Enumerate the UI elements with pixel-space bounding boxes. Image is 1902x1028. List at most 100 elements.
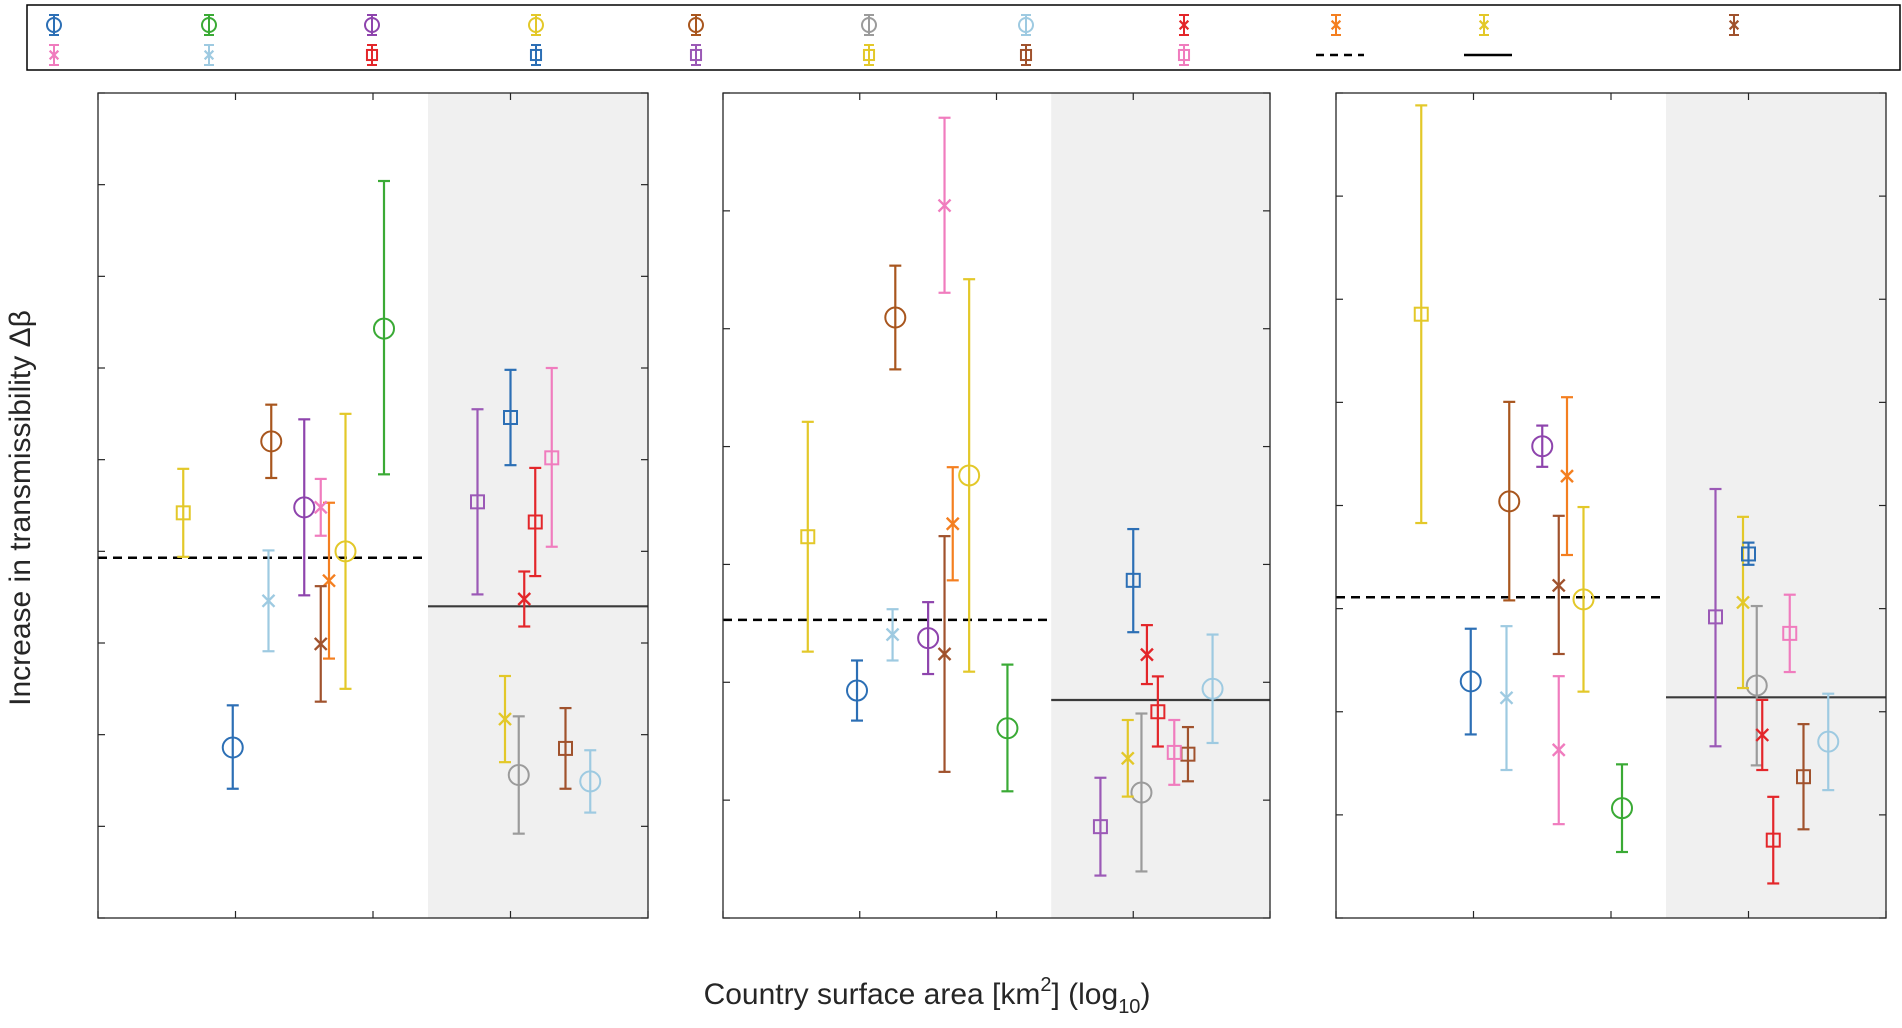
- panel-2-point-germany: [1140, 624, 1154, 686]
- panel-2-point-romania: [1092, 776, 1108, 877]
- panel-3: [1335, 92, 1887, 919]
- axis-labels: Increase in transmissibility Δβ Country …: [4, 310, 1150, 1018]
- panel-2-point-ireland-x-marker-b: [945, 516, 960, 531]
- panel-3-point-finland-circle-marker: [1745, 674, 1768, 697]
- panel-1-point-sweden: [544, 366, 560, 548]
- legend-item-denmark: [688, 14, 704, 36]
- panel-1-point-czechia-circle-marker: [334, 540, 357, 563]
- legend-item-poland-square: [529, 48, 543, 62]
- legend-item-italy: [1478, 14, 1490, 36]
- legend-item-denmark-circle: [688, 17, 704, 33]
- x-axis-label-mid: ] (log: [1051, 978, 1118, 1011]
- panel-1-point-belgium-circle-marker: [221, 736, 244, 759]
- y-axis-label: Increase in transmissibility Δβ: [4, 310, 37, 706]
- legend-item-sweden-square: [1177, 48, 1191, 62]
- panel-2-point-belgium-circle-marker: [846, 679, 869, 702]
- panel-3-point-croatia-circle-marker: [1531, 435, 1554, 458]
- legend-item-croatia-marker: [364, 17, 380, 33]
- panel-3-point-france: [1817, 692, 1840, 792]
- legend-item-belgium-circle: [46, 17, 62, 33]
- x-axis-label-end: ): [1140, 978, 1150, 1011]
- panel-3-point-spain-square-marker: [1796, 769, 1811, 785]
- panel-3-point-sweden-square-marker: [1782, 625, 1798, 641]
- panel-3-point-sweden: [1782, 593, 1798, 674]
- panel-1-point-norway: [527, 466, 543, 578]
- panel-3-point-romania-square-marker: [1708, 609, 1723, 625]
- legend-item-ireland: [1330, 14, 1342, 36]
- legend-item-france: [1018, 14, 1034, 36]
- panel-3-point-poland-square-marker: [1741, 546, 1756, 562]
- legend-item-finland-circle: [861, 17, 877, 33]
- panel-3-point-spain: [1796, 723, 1811, 831]
- legend-item-belgium-marker: [46, 17, 62, 33]
- panel-3-point-italy-x-marker-b: [1736, 595, 1750, 610]
- legend-item-czechia: [528, 14, 544, 36]
- panel-3-point-belgium: [1459, 627, 1482, 736]
- panel-1-point-denmark: [260, 403, 283, 480]
- panel-1-point-germany: [517, 570, 532, 628]
- panel-3-point-latvia-x-marker-b: [1551, 578, 1566, 593]
- panel-3-data-points: [1413, 104, 1840, 885]
- panel-1-point-denmark-circle-marker: [260, 430, 283, 453]
- panel-2-point-germany-x-marker-b: [1140, 647, 1154, 662]
- panel-1-point-romania: [470, 408, 485, 596]
- panel-2-point-croatia: [917, 601, 940, 676]
- panel-2-point-sweden-square-marker: [1166, 744, 1182, 760]
- panel-1-point-ireland-x-marker-b: [322, 573, 336, 588]
- panel-1-point-poland-square-marker: [503, 410, 518, 425]
- panel-1-point-italy-x-marker-b: [498, 712, 512, 726]
- legend-item-finland-marker: [861, 17, 877, 33]
- panel-2-point-czechia: [958, 278, 981, 673]
- panel-1-point-finland: [507, 715, 530, 835]
- panel-1-point-norway-square-marker: [527, 514, 543, 530]
- panel-3-point-netherlands: [1499, 625, 1514, 772]
- legend-item-croatia: [364, 14, 380, 36]
- panel-3-point-germany: [1755, 698, 1770, 772]
- panel-1-point-lithuania-x-marker-b: [313, 500, 328, 515]
- panel-1-point-latvia: [313, 585, 328, 703]
- panel-3-point-lithuania: [1551, 675, 1566, 826]
- legend-item-spain: [1019, 44, 1033, 66]
- panel-2-point-lithuania-x-marker-b: [937, 198, 952, 213]
- panel-1-axes-frame: [97, 92, 649, 919]
- panel-2-point-belgium: [846, 659, 869, 722]
- panel-3-point-czechia-circle-marker: [1572, 588, 1595, 611]
- panel-3-shaded-region: [1666, 93, 1886, 918]
- panel-3-point-france-circle-marker: [1817, 730, 1840, 753]
- panel-1-point-spain: [558, 706, 573, 790]
- legend-item-latvia-x-stroke-b: [1728, 19, 1740, 31]
- panel-3-point-slovenia: [1413, 104, 1429, 525]
- panel-3-point-denmark: [1498, 400, 1521, 602]
- legend-item-france-circle: [1018, 17, 1034, 33]
- legend-item-sweden: [1177, 44, 1191, 66]
- panel-3-point-italy: [1736, 515, 1750, 690]
- x-axis-label-main: Country surface area [km: [704, 978, 1041, 1011]
- legend-item-germany-x-stroke-b: [1178, 19, 1190, 31]
- x-axis-label: Country surface area [km2] (log10): [704, 974, 1151, 1018]
- panels: [97, 92, 1887, 919]
- legend-item-spain-square: [1019, 48, 1033, 62]
- panel-1-point-slovenia-square-marker: [175, 505, 191, 521]
- legend-item-latvia-marker: [1728, 19, 1740, 31]
- legend-item-romania-marker: [689, 48, 703, 62]
- panel-2-point-lithuania: [937, 116, 952, 294]
- panel-2-point-czechia-circle-marker: [958, 464, 981, 487]
- panel-1-point-italy: [498, 674, 512, 764]
- panel-2-point-finland: [1130, 712, 1153, 873]
- panel-1-point-sweden-square-marker: [544, 450, 560, 466]
- panel-2-axes-frame: [722, 92, 1271, 919]
- legend-item-lithuania-marker: [48, 49, 60, 61]
- panel-1-point-ireland: [322, 501, 336, 660]
- legend-item-ireland-marker: [1330, 19, 1342, 31]
- panel-1-point-france-circle-marker: [579, 770, 602, 793]
- legend-item-france-marker: [1018, 17, 1034, 33]
- panel-2-point-norway: [1150, 675, 1166, 748]
- panel-1-point-czechia: [334, 412, 357, 690]
- legend-item-netherlands-x-stroke-b: [203, 49, 215, 61]
- panel-2-point-romania-square-marker: [1092, 819, 1108, 835]
- legend-item-netherlands: [203, 44, 215, 66]
- panel-2-point-norway-square-marker: [1150, 704, 1166, 720]
- panel-2-point-croatia-circle-marker: [917, 627, 940, 650]
- panel-2-shaded-region: [1051, 93, 1270, 918]
- panel-1-point-poland: [503, 368, 518, 467]
